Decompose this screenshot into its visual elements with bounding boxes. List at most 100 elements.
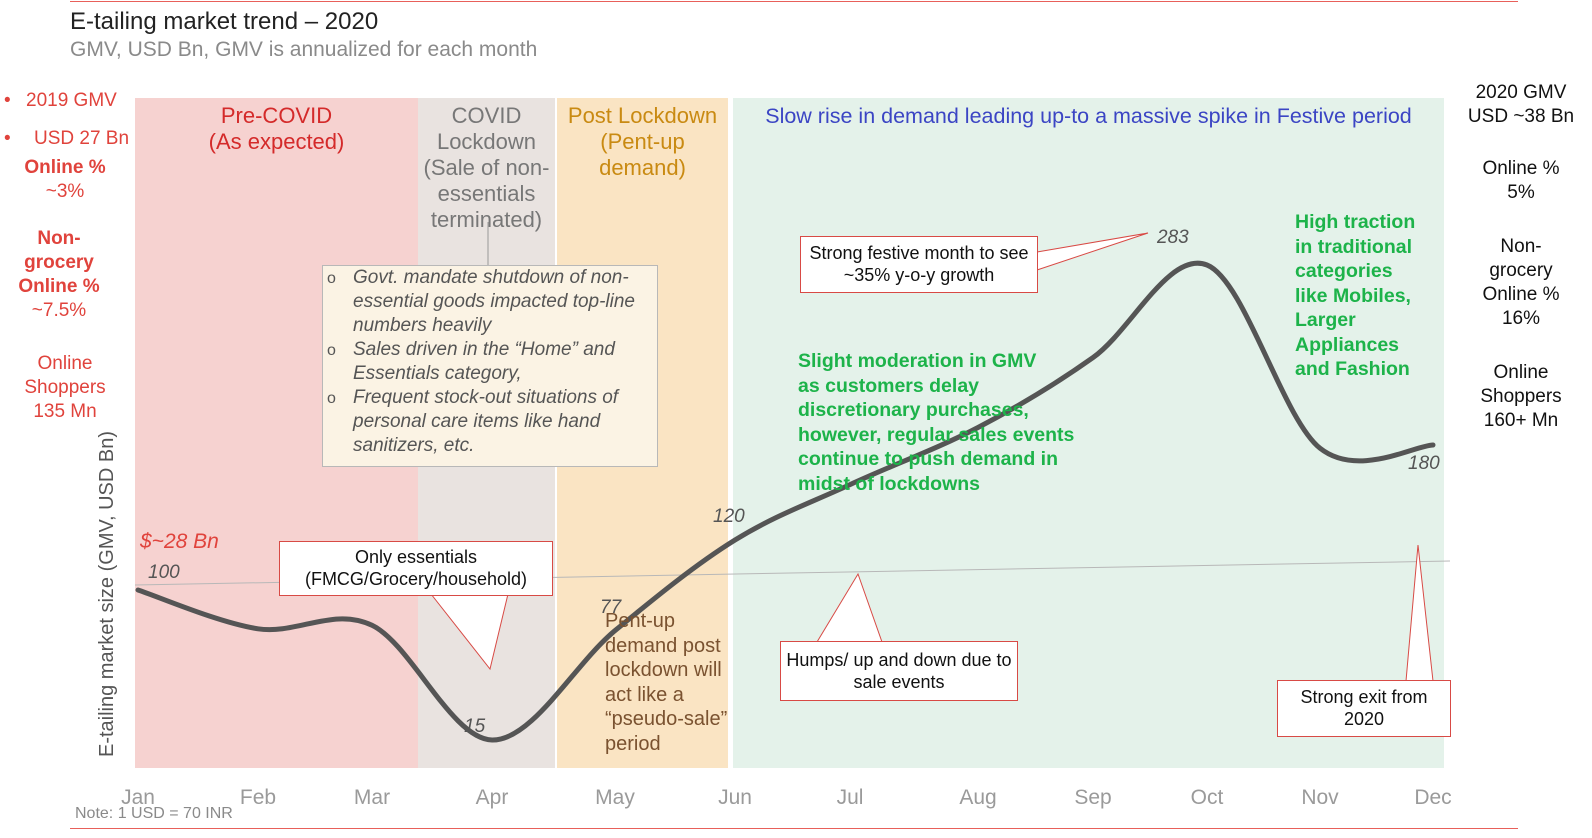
pentup-line: period [605,732,661,755]
stat-label: Online % [1482,284,1560,305]
stat-value: ~3% [45,181,85,202]
footnote: Note: 1 USD = 70 INR [75,805,233,822]
stat-label: grocery [1489,260,1553,281]
note-text: Frequent stock-out situations of persona… [353,387,619,456]
bullet-dot: • [4,90,11,111]
bullet-dot: • [4,128,11,149]
right-stat-online-pct: Online % 5% [1452,157,1590,205]
note-text: Sales driven in the “Home” and Essential… [353,339,615,384]
phase-label-line: Post Lockdown [567,103,718,128]
gmv-trend-line [135,260,1436,743]
phase-label-line: Pre-COVID [220,103,333,128]
callout-text: 2020 [1343,709,1385,729]
data-label: 77 [600,596,622,618]
x-tick-label: Sep [1074,786,1112,809]
circle-bullet-icon: o [327,390,336,407]
covid-note-item: o Frequent stock-out situations of person… [323,386,649,458]
data-label: 15 [464,716,486,737]
chart-subtitle: GMV, USD Bn, GMV is annualized for each … [70,38,538,61]
stat-label: Online % [18,276,100,297]
callout-only-essentials: Only essentials (FMCG/Grocery/household) [279,541,553,596]
covid-notes-box: o Govt. mandate shutdown of non-essential… [322,265,658,467]
stat-value: ~7.5% [31,300,87,321]
x-tick-label: Jun [718,786,752,809]
callout-text: Strong exit from [1300,687,1428,707]
stat-label: 2020 GMV [1475,82,1567,103]
x-tick-label: Nov [1301,786,1339,809]
green-note-line: as customers delay [798,374,980,397]
x-tick-label: Mar [353,786,391,809]
note-text: Govt. mandate shutdown of non-essential … [353,267,636,336]
phase-label-line: essentials [437,181,536,206]
pentup-line: “pseudo-sale” [605,708,728,730]
phase-label-line: (As expected) [208,129,345,154]
pentup-note: Pent-up demand post lockdown will act li… [605,609,727,756]
covid-note-item: o Govt. mandate shutdown of non-essential… [323,266,649,338]
stat-label: Online [37,353,93,374]
baseline-label: $~28 Bn [140,530,219,553]
x-tick-label: May [595,786,635,809]
data-label: 180 [1408,453,1440,474]
left-stat-nongrocery: Non- grocery Online % ~7.5% [4,227,114,323]
green-note-line: like Mobiles, [1295,284,1411,307]
circle-bullet-icon: o [327,342,336,359]
green-note-line: discretionary purchases, [798,399,1029,421]
callout-text: Strong festive month to see [809,243,1029,263]
left-stat-2019-value: • USD 27 Bn [4,127,129,151]
callout-strong-exit: Strong exit from 2020 [1277,680,1451,737]
pentup-line: Pent-up [605,610,676,632]
stat-value: 160+ Mn [1483,410,1559,431]
stat-label: Shoppers [1480,386,1562,407]
green-note-line: continue to push demand in [798,448,1058,470]
stat-value: 135 Mn [33,401,97,422]
phase-label-line: terminated) [430,207,543,232]
callout-text: (FMCG/Grocery/household) [304,569,528,589]
stat-label: Non- [1500,236,1542,257]
stat-label: Online % [24,157,106,178]
data-label: 100 [148,562,180,583]
stat-label: Shoppers [24,377,106,398]
pentup-line: act like a [605,683,684,706]
green-note-line: categories [1295,260,1393,282]
x-tick-label: Jan [121,786,155,809]
phase-label-line: (Pent-up [600,129,685,154]
left-stat-2019-gmv: • 2019 GMV [4,89,117,113]
callout-text: ~35% y-o-y growth [843,265,995,285]
x-tick-label: Oct [1190,786,1224,809]
x-tick-label: Aug [959,786,997,809]
callout-text: Humps/ up and down due to [786,650,1012,670]
right-stat-shoppers: Online Shoppers 160+ Mn [1452,361,1590,433]
green-note-line: and Fashion [1295,358,1410,380]
callout-pointer [430,593,509,671]
chart-title: E-tailing market trend – 2020 [70,8,379,35]
bottom-rule [70,828,1518,829]
green-note-line: Slight moderation in GMV [798,350,1037,372]
moderation-note: Slight moderation in GMV as customers de… [798,349,1074,496]
stat-value: USD ~38 Bn [1467,106,1575,127]
phase-label-festive: Slow rise in demand leading up-to a mass… [733,103,1444,129]
callout-text: sale events [853,672,945,692]
callout-humps: Humps/ up and down due to sale events [780,641,1018,701]
stat-text: 2019 GMV [26,90,117,111]
covid-notes-list: o Govt. mandate shutdown of non-essential… [323,266,657,458]
phase-label-covid: COVID Lockdown (Sale of non- essentials … [414,103,559,233]
circle-bullet-icon: o [327,270,336,287]
stat-value: 5% [1507,182,1535,203]
callout-pointer [1405,544,1434,682]
covid-note-item: o Sales driven in the “Home” and Essentia… [323,338,649,386]
phase-label-line: demand) [599,155,686,180]
green-note-line: Appliances [1295,333,1400,356]
right-stat-2020-gmv: 2020 GMV USD ~38 Bn [1452,81,1590,129]
right-stat-nongrocery: Non- grocery Online % 16% [1452,235,1590,331]
phase-label-pre-covid: Pre-COVID (As expected) [135,103,418,155]
green-note-line: High traction [1295,211,1416,233]
x-tick-label: Dec [1414,786,1452,809]
phase-label-post-lockdown: Post Lockdown (Pent-up demand) [557,103,728,181]
stat-label: grocery [24,252,94,273]
callout-pointer [1036,232,1149,271]
data-label: 120 [713,506,745,527]
traction-note: High traction in traditional categories … [1295,210,1415,382]
callout-festive-growth: Strong festive month to see ~35% y-o-y g… [800,236,1038,293]
stat-value: 16% [1501,308,1541,329]
